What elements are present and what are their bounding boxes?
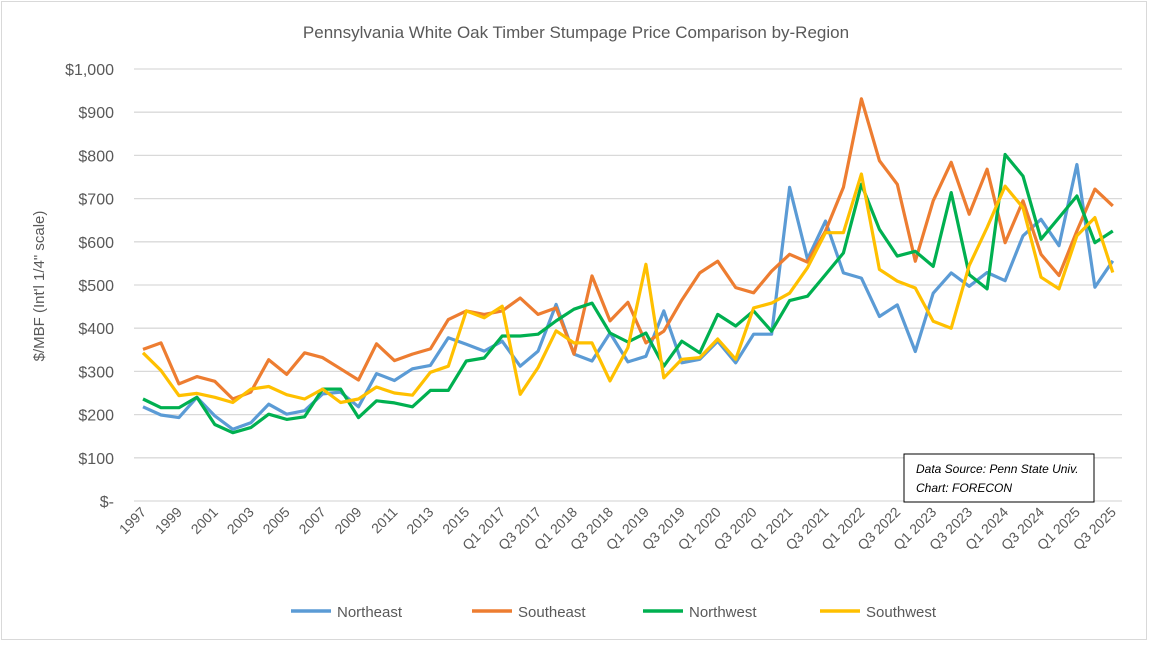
x-tick-label: 2005: [259, 504, 292, 537]
y-tick-label: $500: [78, 278, 114, 295]
legend-item-northeast: Northeast: [291, 604, 403, 621]
y-tick-label: $400: [78, 321, 114, 338]
y-tick-label: $800: [78, 148, 114, 165]
legend-item-southwest: Southwest: [820, 604, 937, 621]
y-axis-label: $/MBF (Int'l 1/4" scale): [31, 211, 48, 362]
x-tick-label: 2013: [403, 504, 436, 537]
legend: Northeast Southeast Northwest Southwest: [291, 604, 937, 621]
x-tick-label: 2001: [188, 504, 221, 537]
series-line-northwest: [143, 155, 1113, 433]
x-tick-label: 2007: [295, 504, 328, 537]
legend-label: Northwest: [689, 604, 757, 621]
y-tick-label: $900: [78, 105, 114, 122]
legend-item-southeast: Southeast: [472, 604, 586, 621]
chart-title: Pennsylvania White Oak Timber Stumpage P…: [303, 23, 849, 42]
x-tick-label: 2009: [331, 504, 364, 537]
y-tick-label: $200: [78, 408, 114, 425]
x-tick-label: 1997: [116, 504, 149, 537]
y-tick-label: $1,000: [65, 62, 114, 79]
y-tick-label: $600: [78, 235, 114, 252]
y-tick-label: $700: [78, 192, 114, 209]
y-tick-label: $300: [78, 364, 114, 381]
legend-label: Northeast: [337, 604, 403, 621]
x-tick-label: 1999: [152, 504, 185, 537]
legend-label: Southeast: [518, 604, 586, 621]
annotation-source: Data Source: Penn State Univ.: [916, 462, 1079, 476]
y-tick-label: $100: [78, 451, 114, 468]
series-line-southeast: [143, 99, 1113, 399]
x-tick-label: 2003: [224, 504, 257, 537]
y-tick-label: $-: [100, 494, 114, 511]
x-tick-label: 2011: [368, 504, 401, 537]
annotation-credit: Chart: FORECON: [916, 481, 1012, 495]
legend-label: Southwest: [866, 604, 937, 621]
annotation-box: Data Source: Penn State Univ. Chart: FOR…: [904, 454, 1094, 502]
legend-item-northwest: Northwest: [643, 604, 757, 621]
